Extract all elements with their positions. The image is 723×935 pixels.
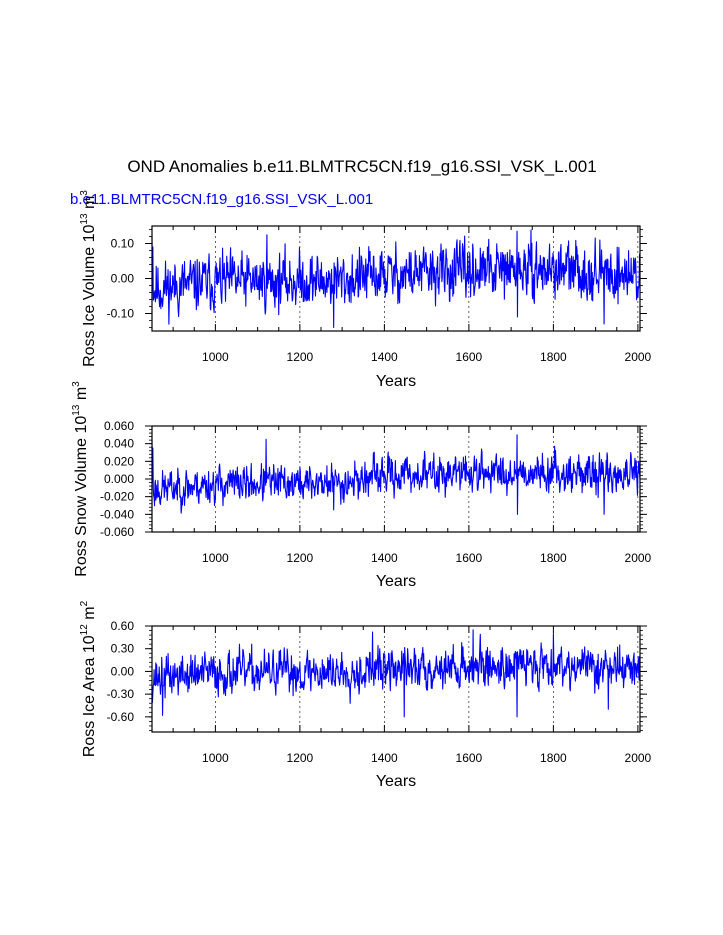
y-tick-label: 0.30	[111, 642, 135, 656]
x-tick-label: 1400	[371, 350, 398, 364]
x-tick-label: 1800	[540, 551, 567, 565]
snow-volume-panel: 1000 1200 1400 1600 1800 2000 0.060 0.040 0.020 0…	[71, 381, 652, 590]
y-tick-label: 0.000	[104, 472, 134, 486]
y-tick-label: 0.040	[104, 437, 134, 451]
y-tick-label: 0.060	[104, 419, 134, 433]
x-tick-label: 1600	[456, 751, 483, 765]
x-tick-label: 1200	[287, 350, 314, 364]
x-tick-label: 1000	[202, 551, 229, 565]
x-tick-label: 2000	[625, 551, 652, 565]
x-tick-label: 1200	[287, 751, 314, 765]
y-axis-label: Ross Ice Area 1012 m2	[79, 600, 98, 757]
figure-subtitle: b.e11.BLMTRC5CN.f19_g16.SSI_VSK_L.001	[70, 191, 373, 208]
y-tick-label: -0.020	[100, 490, 134, 504]
x-axis-label: Years	[376, 773, 416, 790]
x-tick-label: 1400	[371, 551, 398, 565]
x-tick-label: 1000	[202, 350, 229, 364]
x-tick-label: 1800	[540, 751, 567, 765]
y-tick-label: -0.10	[107, 307, 135, 321]
x-tick-label: 2000	[625, 350, 652, 364]
x-tick-label: 2000	[625, 751, 652, 765]
series-line	[151, 434, 641, 515]
y-tick-label: -0.60	[107, 710, 135, 724]
x-axis-label: Years	[376, 573, 416, 590]
ice-volume-panel: 1000 1200 1400 1600 1800 2000 0.10 0.00 -0.10 Yea…	[79, 190, 652, 390]
y-tick-label: -0.060	[100, 525, 134, 539]
x-tick-label: 1600	[456, 551, 483, 565]
x-tick-label: 1600	[456, 350, 483, 364]
y-tick-label: 0.00	[111, 272, 135, 286]
y-axis-label: Ross Snow Volume 1013 m3	[71, 381, 90, 577]
x-tick-label: 1000	[202, 751, 229, 765]
x-axis-label: Years	[376, 373, 416, 390]
y-tick-label: 0.10	[111, 237, 135, 251]
ice-area-panel: 1000 1200 1400 1600 1800 2000 0.60 0.30 0.00 -0.3…	[79, 600, 652, 790]
figure-title: OND Anomalies b.e11.BLMTRC5CN.f19_g16.SS…	[127, 157, 596, 176]
plot-frame	[151, 625, 641, 733]
y-axis-label: Ross Ice Volume 1013 m3	[79, 190, 98, 367]
series-line	[151, 629, 641, 718]
y-tick-label: -0.040	[100, 507, 134, 521]
x-tick-label: 1800	[540, 350, 567, 364]
series-line	[151, 229, 641, 329]
x-tick-label: 1400	[371, 751, 398, 765]
y-tick-label: 0.60	[111, 619, 135, 633]
y-tick-label: 0.020	[104, 454, 134, 468]
x-tick-label: 1200	[287, 551, 314, 565]
y-tick-label: 0.00	[111, 664, 135, 678]
y-tick-label: -0.30	[107, 687, 135, 701]
